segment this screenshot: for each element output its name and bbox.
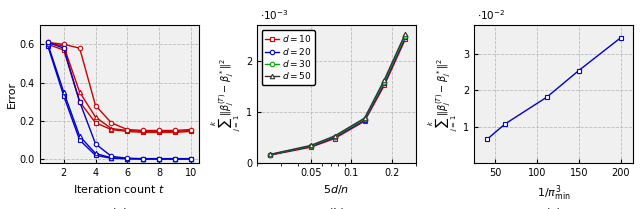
$d = 10$ [307, 146, 315, 148]
$d = 50$ [361, 117, 369, 119]
$d = 30$ [307, 145, 315, 147]
$d = 50$ [307, 144, 315, 147]
$d = 10$ [331, 137, 339, 140]
$d = 20$ [361, 119, 369, 121]
X-axis label: Iteration count $t$: Iteration count $t$ [73, 184, 166, 195]
$d = 50$ [401, 33, 409, 35]
Legend: $d = 10$, $d = 20$, $d = 30$, $d = 50$: $d = 10$, $d = 20$, $d = 30$, $d = 50$ [262, 30, 315, 85]
$d = 30$ [361, 118, 369, 120]
$d = 30$ [401, 35, 409, 37]
Line: $d = 30$: $d = 30$ [268, 34, 408, 157]
$d = 10$ [401, 38, 409, 41]
$d = 20$ [401, 36, 409, 39]
$d = 30$ [331, 135, 339, 138]
$d = 50$ [266, 153, 274, 155]
Line: $d = 10$: $d = 10$ [268, 37, 408, 157]
$d = 10$ [361, 120, 369, 122]
Text: (b): (b) [328, 207, 344, 209]
Line: $d = 50$: $d = 50$ [268, 32, 408, 157]
$d = 20$ [307, 145, 315, 148]
Line: $d = 20$: $d = 20$ [268, 35, 408, 157]
Y-axis label: $\sum_{j=1}^{k} \|\beta_j^{(T)} - \beta_j^*\|^2$: $\sum_{j=1}^{k} \|\beta_j^{(T)} - \beta_… [210, 58, 243, 131]
$d = 20$ [331, 136, 339, 139]
Y-axis label: Error: Error [7, 80, 17, 108]
$d = 50$ [380, 79, 388, 81]
Text: (a): (a) [111, 207, 127, 209]
X-axis label: $1/\pi^3_{\mathrm{min}}$: $1/\pi^3_{\mathrm{min}}$ [537, 184, 570, 203]
Text: $\cdot 10^{-3}$: $\cdot 10^{-3}$ [260, 8, 289, 22]
$d = 50$ [331, 135, 339, 137]
X-axis label: $5d/n$: $5d/n$ [323, 184, 349, 196]
$d = 20$ [266, 154, 274, 156]
$d = 30$ [266, 153, 274, 156]
$d = 10$ [380, 84, 388, 87]
Text: $\cdot 10^{-2}$: $\cdot 10^{-2}$ [477, 8, 506, 22]
$d = 10$ [266, 154, 274, 156]
$d = 30$ [380, 81, 388, 83]
$d = 20$ [380, 82, 388, 85]
Y-axis label: $\sum_{j=1}^{k} \|\beta_j^{(T)} - \beta_j^*\|^2$: $\sum_{j=1}^{k} \|\beta_j^{(T)} - \beta_… [427, 58, 460, 131]
Text: (c): (c) [547, 207, 561, 209]
